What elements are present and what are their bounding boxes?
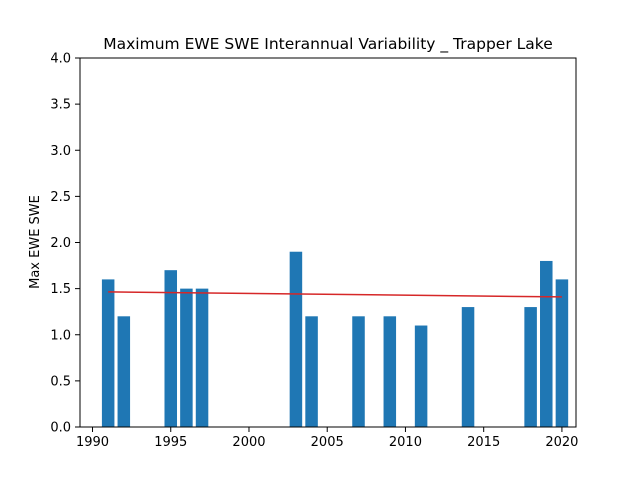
x-tick-label-2000: 2000 (232, 435, 265, 450)
y-axis: 0.0 0.5 1.0 1.5 2.0 2.5 3.0 3.5 4.0 (50, 52, 80, 436)
bar-1992 (117, 316, 131, 427)
x-tick-label-2005: 2005 (311, 435, 344, 450)
y-tick-label-3.5: 3.5 (50, 98, 71, 113)
plot-frame (79, 57, 577, 428)
y-tick-label-2.5: 2.5 (50, 190, 71, 205)
x-tick-label-1990: 1990 (76, 435, 109, 450)
bar-2009 (383, 316, 397, 427)
y-tick-label-1: 1.0 (50, 328, 71, 343)
bar-2004 (305, 316, 318, 427)
y-axis-label: Max EWE SWE (28, 195, 43, 289)
trend-line (108, 291, 562, 298)
bar-1996 (180, 288, 193, 427)
y-tick-label-1.5: 1.5 (50, 282, 71, 297)
y-tick-label-3: 3.0 (50, 144, 71, 159)
y-tick-label-4: 4.0 (50, 52, 71, 67)
y-tick-label-0: 0.0 (50, 421, 71, 436)
y-tick-label-2: 2.0 (50, 236, 71, 251)
chart-title: Maximum EWE SWE Interannual Variability … (103, 35, 552, 54)
bars-group (101, 251, 569, 427)
x-tick-label-2020: 2020 (545, 435, 578, 450)
bar-2014 (461, 307, 475, 427)
x-tick-label-2015: 2015 (467, 435, 500, 450)
x-tick-label-1995: 1995 (154, 435, 187, 450)
y-tick-label-0.5: 0.5 (50, 374, 71, 389)
bar-1997 (195, 288, 209, 427)
bar-2019 (540, 260, 553, 427)
bar-1995 (164, 270, 178, 427)
bar-2011 (414, 325, 428, 427)
bar-1991 (101, 279, 115, 427)
trend-group (108, 291, 562, 298)
x-tick-label-2010: 2010 (389, 435, 422, 450)
bar-2018 (524, 307, 537, 427)
bar-2003 (289, 251, 303, 427)
bar-2007 (352, 316, 365, 427)
x-axis: 1990 1995 2000 2005 2010 2015 2020 (76, 427, 578, 450)
bar-2020 (555, 279, 569, 427)
